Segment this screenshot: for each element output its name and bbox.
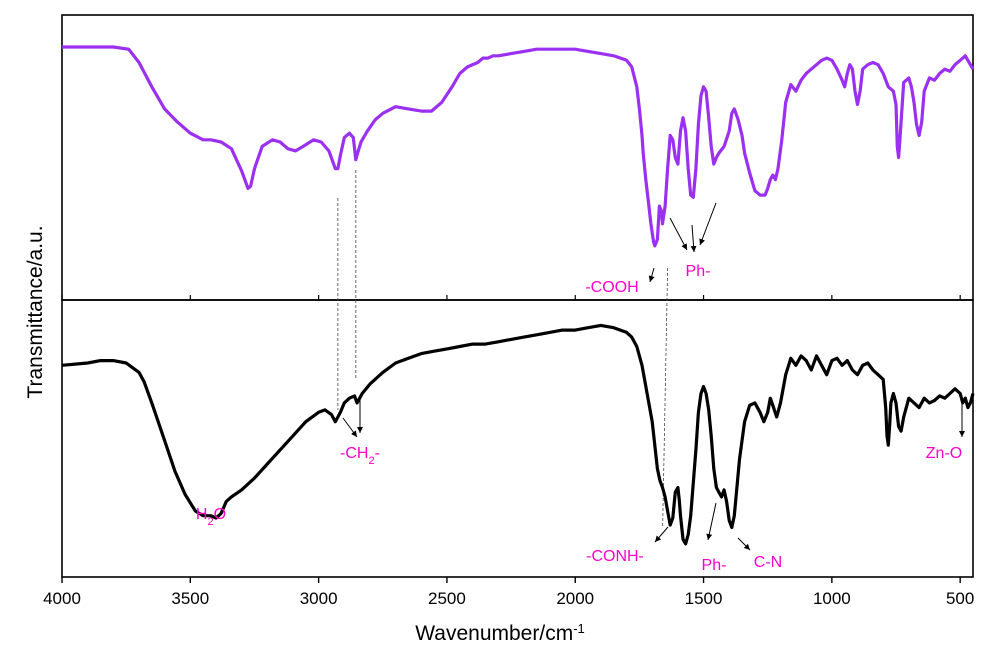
x-axis-label: Wavenumber/cm-1 [415,621,585,646]
x-tick-label: 1000 [813,589,851,608]
annotations-layer: -COOH Ph- H2O -CH2- -CONH- Ph- C-N Zn-O [196,263,962,574]
guide-line [662,267,669,529]
x-tick-label: 2500 [428,589,466,608]
bottom-spectrum-line [61,323,975,546]
annotation-arrow [706,502,717,541]
annotation-label: -CH2- [340,445,380,467]
annotation-label: C-N [754,554,782,571]
panels-layer [61,14,974,578]
annotation-arrow [690,224,697,253]
annotation-label: Ph- [686,263,711,280]
x-tick-label: 2000 [556,589,594,608]
x-tick-label: 3000 [300,589,338,608]
annotation-arrow [699,202,717,246]
annotation-arrow [669,217,688,251]
annotation-label: -COOH [585,279,638,296]
annotation-label: Ph- [702,557,727,574]
x-tick-label: 3500 [171,589,209,608]
annotation-arrow [737,537,751,551]
series-layer [61,45,975,546]
y-axis-label: Transmittance/a.u. [24,225,47,398]
annotation-arrow [648,267,655,283]
annotation-label: Zn-O [926,445,962,462]
bottom-panel-frame [61,299,974,578]
annotation-label: -CONH- [586,548,644,565]
guide-lines [337,170,669,529]
top-spectrum-line [62,45,975,248]
annotation-arrow [654,526,669,543]
x-tick-label: 1500 [685,589,723,608]
x-axis-ticks: 4000 3500 3000 2500 2000 1500 1000 500 [43,295,974,608]
annotation-arrow [342,417,358,438]
top-panel-frame [61,14,974,301]
annotation-arrows [342,202,965,551]
x-tick-label: 500 [946,589,974,608]
x-tick-label: 4000 [43,589,81,608]
annotation-label: H2O [196,506,226,528]
